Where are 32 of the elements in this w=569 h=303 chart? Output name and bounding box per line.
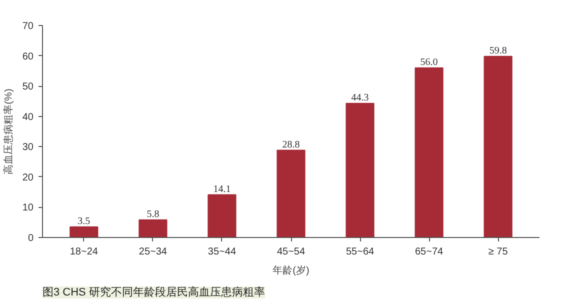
x-tick-label: 55~64 <box>346 246 375 258</box>
y-tick-label: 40 <box>22 112 34 123</box>
bar <box>484 56 512 238</box>
y-tick-label: 30 <box>22 142 34 154</box>
data-label: 5.8 <box>146 208 160 220</box>
bar <box>208 194 236 238</box>
x-axis-title: 年龄(岁) <box>272 264 310 276</box>
bar <box>70 226 98 238</box>
y-tick-label: 10 <box>22 202 34 214</box>
y-tick-label: 60 <box>22 51 34 62</box>
bar <box>276 150 306 238</box>
y-axis-title: 高血压患病粗率(%) <box>2 88 14 174</box>
data-label: 44.3 <box>351 92 369 104</box>
y-tick-label: 70 <box>22 21 34 32</box>
y-tick-label: 20 <box>22 172 34 184</box>
data-label: 56.0 <box>420 56 438 68</box>
x-tick-label: ≥ 75 <box>488 246 508 258</box>
bar <box>138 219 168 238</box>
x-tick-label: 25~34 <box>138 246 168 258</box>
data-label: 3.5 <box>78 216 90 227</box>
x-tick-label: 45~54 <box>276 246 306 258</box>
data-label: 59.8 <box>489 45 507 56</box>
x-tick-label: 18~24 <box>70 246 98 258</box>
text: 图3 CHS 研究不同年龄段居民高血压患病粗率 <box>42 286 265 298</box>
y-tick-label: 0 <box>28 233 34 244</box>
x-tick-label: 35~44 <box>208 246 236 258</box>
data-label: 14.1 <box>213 184 231 195</box>
data-label: 28.8 <box>282 139 300 150</box>
bar <box>346 102 374 238</box>
bar <box>414 67 444 238</box>
x-tick-label: 65~74 <box>415 246 444 258</box>
y-tick-label: 50 <box>22 82 34 93</box>
